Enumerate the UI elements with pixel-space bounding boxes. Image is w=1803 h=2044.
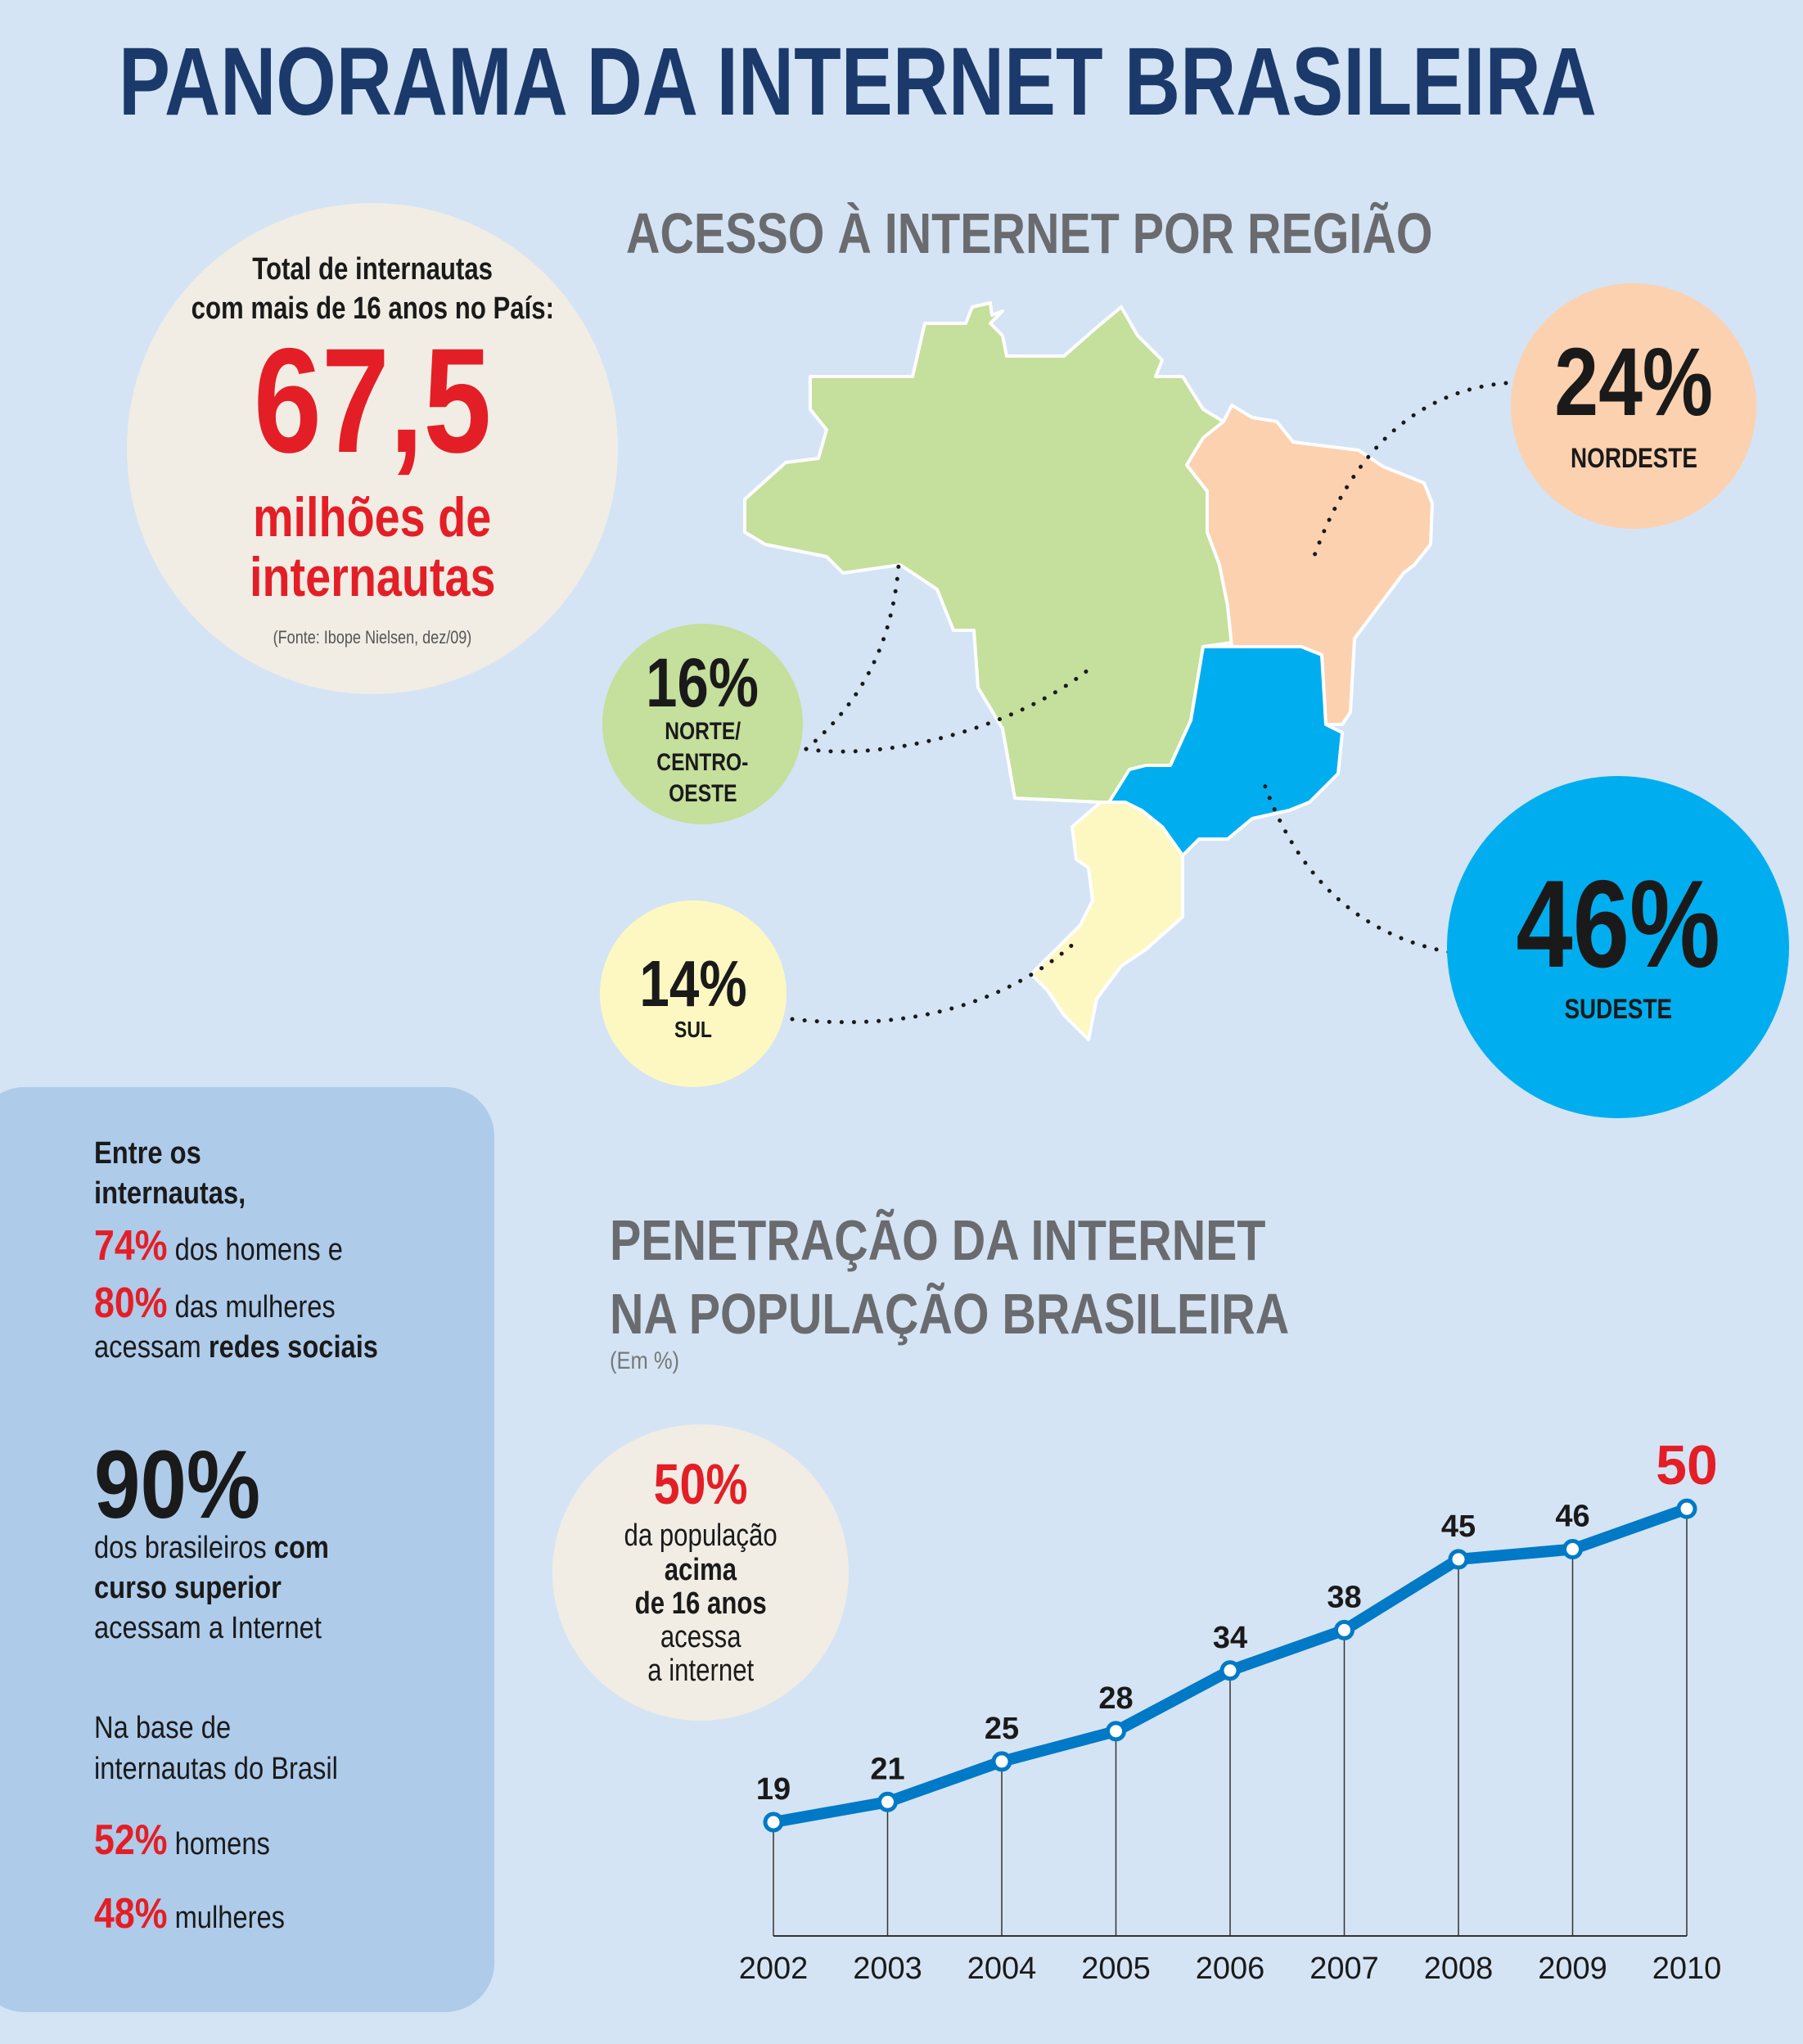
data-point bbox=[877, 1791, 898, 1812]
regions-title: ACESSO À INTERNET POR REGIÃO bbox=[626, 201, 1433, 265]
population-callout-circle: 50% da população acima de 16 anos acessa… bbox=[552, 1424, 849, 1721]
data-label: 28 bbox=[1098, 1681, 1133, 1716]
connector-norte-a bbox=[804, 562, 901, 751]
penetration-subtitle: (Em %) bbox=[610, 1347, 679, 1374]
men-social-pct: 74% bbox=[94, 1222, 168, 1270]
total-unit-line2: internautas bbox=[249, 546, 496, 608]
base-line2: internautas do Brasil bbox=[94, 1752, 338, 1786]
callout-pct: 50% bbox=[653, 1452, 748, 1516]
total-value: 67,5 bbox=[253, 317, 492, 484]
data-label: 50 bbox=[1656, 1434, 1718, 1496]
sul-value: 14% bbox=[639, 947, 747, 1020]
social-bold: redes sociais bbox=[208, 1330, 378, 1365]
base-men-pct: 52% bbox=[94, 1816, 168, 1864]
norte-label-line1: NORTE/ bbox=[665, 718, 741, 745]
x-tick-label: 2009 bbox=[1538, 1952, 1607, 1986]
penetration-title-line1: PENETRAÇÃO DA INTERNET bbox=[610, 1208, 1266, 1272]
map-region-nordeste bbox=[1185, 404, 1434, 726]
higher-line2: curso superior bbox=[94, 1571, 282, 1605]
page-title: PANORAMA DA INTERNET BRASILEIRA bbox=[119, 28, 1597, 136]
data-label: 34 bbox=[1213, 1621, 1247, 1655]
data-point bbox=[991, 1751, 1012, 1772]
data-point bbox=[1219, 1660, 1241, 1681]
norte-label-line2: CENTRO- bbox=[656, 749, 749, 776]
data-point bbox=[1448, 1549, 1469, 1570]
x-tick-label: 2002 bbox=[739, 1952, 809, 1986]
data-point bbox=[763, 1812, 784, 1833]
x-tick-label: 2006 bbox=[1196, 1952, 1265, 1986]
higher-education-pct: 90% bbox=[94, 1431, 261, 1539]
sudeste-value: 46% bbox=[1516, 855, 1720, 994]
total-users-circle: Total de internautas com mais de 16 anos… bbox=[127, 203, 618, 694]
social-pre: acessam bbox=[94, 1330, 209, 1365]
higher-line1-pre: dos brasileiros bbox=[94, 1531, 274, 1565]
norte-value: 16% bbox=[646, 644, 760, 721]
nordeste-label: NORDESTE bbox=[1570, 443, 1697, 474]
x-tick-label: 2008 bbox=[1424, 1952, 1494, 1986]
total-intro-line2: com mais de 16 anos no País: bbox=[191, 291, 554, 326]
men-social-text: dos homens e bbox=[167, 1233, 343, 1267]
total-intro-line1: Total de internautas bbox=[252, 252, 493, 287]
map-region-sudeste bbox=[1107, 645, 1344, 857]
total-unit-line1: milhões de bbox=[253, 486, 492, 548]
data-label: 46 bbox=[1555, 1500, 1589, 1534]
x-tick-label: 2007 bbox=[1309, 1952, 1379, 1986]
sul-circle: 14% SUL bbox=[600, 900, 787, 1087]
connector-norte-b bbox=[804, 667, 1091, 754]
nordeste-circle: 24% NORDESTE bbox=[1511, 283, 1756, 529]
base-women-pct: 48% bbox=[94, 1890, 168, 1938]
x-tick-label: 2003 bbox=[853, 1952, 922, 1986]
women-social-pct: 80% bbox=[94, 1279, 168, 1327]
norte-centro-oeste-circle: 16% NORTE/ CENTRO- OESTE bbox=[602, 624, 803, 824]
side-intro-line1: Entre os bbox=[94, 1136, 201, 1171]
callout-line4: acessa bbox=[660, 1620, 741, 1654]
stats-side-panel bbox=[0, 1087, 494, 2012]
total-source: (Fonte: Ibope Nielsen, dez/09) bbox=[273, 627, 472, 647]
data-point bbox=[1106, 1721, 1126, 1742]
data-point bbox=[1562, 1539, 1583, 1560]
data-point bbox=[1334, 1619, 1355, 1640]
base-line1: Na base de bbox=[94, 1711, 232, 1745]
women-social-text: das mulheres bbox=[167, 1290, 336, 1324]
map-region-sul bbox=[1030, 801, 1184, 1041]
higher-line1-bold: com bbox=[273, 1531, 329, 1565]
callout-line3: de 16 anos bbox=[634, 1586, 767, 1621]
callout-line1: da população bbox=[624, 1518, 778, 1553]
callout-line2: acima bbox=[664, 1553, 737, 1587]
connector-sudeste bbox=[1260, 775, 1451, 954]
data-label: 25 bbox=[985, 1712, 1019, 1746]
sudeste-circle: 46% SUDESTE bbox=[1447, 776, 1789, 1118]
data-label: 19 bbox=[756, 1772, 791, 1807]
x-tick-label: 2010 bbox=[1652, 1952, 1722, 1986]
penetration-title-line2: NA POPULAÇÃO BRASILEIRA bbox=[610, 1282, 1290, 1346]
data-label: 45 bbox=[1441, 1509, 1476, 1544]
sudeste-label: SUDESTE bbox=[1564, 994, 1672, 1025]
sul-label: SUL bbox=[674, 1017, 712, 1042]
x-tick-label: 2005 bbox=[1081, 1952, 1151, 1986]
side-intro-line2: internautas, bbox=[94, 1176, 246, 1211]
nordeste-value: 24% bbox=[1554, 328, 1713, 436]
data-label: 21 bbox=[870, 1752, 904, 1786]
x-tick-label: 2004 bbox=[967, 1952, 1037, 1986]
norte-label-line3: OESTE bbox=[668, 780, 737, 807]
base-men-text: homens bbox=[167, 1827, 270, 1861]
data-point bbox=[1676, 1498, 1697, 1519]
base-women-text: mulheres bbox=[167, 1901, 285, 1935]
callout-line5: a internet bbox=[647, 1654, 754, 1688]
data-label: 38 bbox=[1327, 1580, 1361, 1614]
higher-line3: acessam a Internet bbox=[94, 1611, 322, 1645]
